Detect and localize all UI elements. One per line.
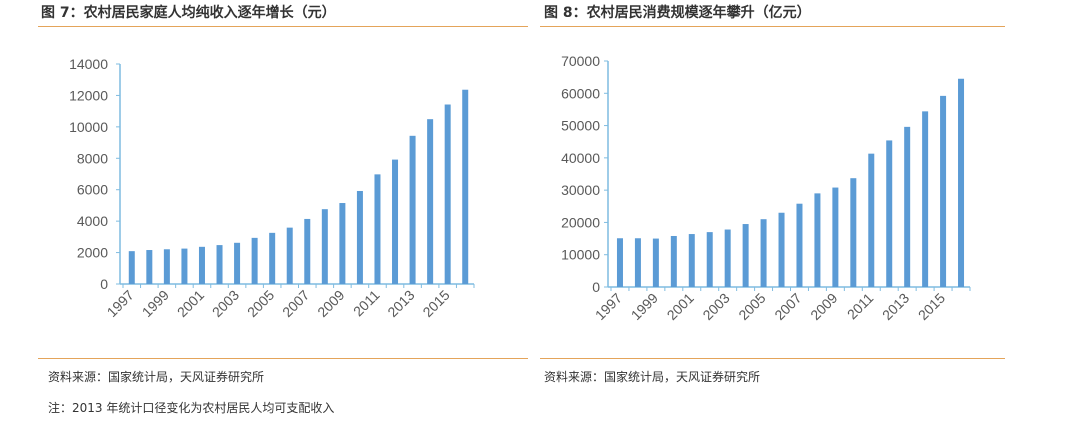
x-tick-label: 1999 <box>628 290 661 323</box>
bar-2008 <box>321 209 328 284</box>
x-tick-label: 2011 <box>844 290 877 323</box>
x-tick-label: 2001 <box>664 290 697 323</box>
source-rule <box>540 358 1005 359</box>
bar-2004 <box>251 237 258 284</box>
bar-2011 <box>868 153 875 287</box>
x-tick-label: 2007 <box>771 290 804 323</box>
bar-2010 <box>356 190 363 284</box>
bar-2008 <box>814 193 821 287</box>
bar-1999 <box>652 238 659 287</box>
x-tick-label: 2003 <box>699 290 732 323</box>
bar-1998 <box>634 238 641 287</box>
bar-1999 <box>163 249 170 284</box>
bar-2013 <box>904 126 911 287</box>
bar-2009 <box>339 203 346 284</box>
chart-title: 图 7：农村居民家庭人均纯收入逐年增长（元） <box>41 5 336 21</box>
bar-2003 <box>234 242 241 284</box>
bar-2007 <box>304 218 311 284</box>
bar-2000 <box>670 235 677 287</box>
source-note: 资料来源：国家统计局，天风证券研究所 <box>544 370 761 384</box>
y-tick-label: 0 <box>100 276 108 292</box>
bar-2011 <box>374 174 381 284</box>
bar-2015 <box>444 104 451 284</box>
x-tick-label: 2009 <box>314 287 347 320</box>
x-tick-label: 2015 <box>915 290 948 323</box>
chart-panel-rural-consumption: 图 8：农村居民消费规模逐年攀升（亿元） 0 10000 20000 30000 400… <box>540 0 1080 425</box>
bar-2016 <box>958 78 965 287</box>
x-tick-label: 2011 <box>350 287 383 320</box>
x-tick-label: 2013 <box>879 290 912 323</box>
bar-1998 <box>146 250 153 284</box>
x-tick-label: 2007 <box>279 287 312 320</box>
x-tick-label: 2013 <box>384 287 417 320</box>
footnote: 注：2013 年统计口径变化为农村居民人均可支配收入 <box>48 401 335 415</box>
bar-2010 <box>850 178 857 287</box>
y-tick-label: 70000 <box>561 53 600 69</box>
x-tick-label: 2009 <box>807 290 840 323</box>
chart-panel-rural-income: 图 7：农村居民家庭人均纯收入逐年增长（元） 0 2000 4000 6000 8000… <box>38 5 528 415</box>
y-tick-label: 14000 <box>69 56 108 72</box>
bar-1997 <box>616 238 623 287</box>
bar-2002 <box>216 245 223 284</box>
bar-2001 <box>198 246 205 284</box>
y-tick-label: 0 <box>592 279 600 295</box>
x-tick-label: 2001 <box>174 287 207 320</box>
bar-2013 <box>409 135 416 284</box>
bar-2012 <box>886 140 893 287</box>
y-tick-label: 2000 <box>77 245 108 261</box>
bar-2000 <box>181 248 188 284</box>
x-tick-label: 1999 <box>139 287 172 320</box>
bar-2003 <box>724 229 731 287</box>
bar-2002 <box>706 232 713 287</box>
chart-title: 图 8：农村居民消费规模逐年攀升（亿元） <box>544 5 811 21</box>
bar-2014 <box>427 119 434 285</box>
x-tick-label: 2003 <box>209 287 242 320</box>
bar-2006 <box>286 227 293 284</box>
bar-1997 <box>128 251 135 284</box>
bar-2009 <box>832 187 839 287</box>
y-tick-label: 6000 <box>77 182 108 198</box>
x-tick-label: 2005 <box>735 290 768 323</box>
bar-2006 <box>778 212 785 287</box>
x-tick-label: 1997 <box>104 287 137 320</box>
bar-2004 <box>742 224 749 287</box>
y-tick-label: 10000 <box>69 119 108 135</box>
y-tick-label: 10000 <box>561 247 600 263</box>
bar-2015 <box>940 95 947 288</box>
bar-2007 <box>796 203 803 287</box>
bar-2012 <box>392 159 399 284</box>
y-tick-label: 20000 <box>561 214 600 230</box>
y-tick-label: 30000 <box>561 182 600 198</box>
source-rule <box>38 358 528 359</box>
x-tick-label: 2005 <box>244 287 277 320</box>
bar-2016 <box>462 89 469 284</box>
y-tick-label: 4000 <box>77 213 108 229</box>
bar-2005 <box>269 232 276 284</box>
y-tick-label: 60000 <box>561 85 600 101</box>
y-tick-label: 8000 <box>77 150 108 166</box>
bar-chart-rural-consumption: 0100002000030000400005000060000700001997… <box>561 53 971 323</box>
title-rule <box>540 26 1005 27</box>
bar-2005 <box>760 219 767 287</box>
y-tick-label: 40000 <box>561 150 600 166</box>
source-note: 资料来源：国家统计局，天风证券研究所 <box>48 370 265 384</box>
bar-2014 <box>922 111 929 287</box>
y-tick-label: 12000 <box>69 87 108 103</box>
bar-2001 <box>688 234 695 287</box>
y-tick-label: 50000 <box>561 118 600 134</box>
bar-chart-rural-income: 0 2000 4000 6000 8000 10000 12000 14000 1997 1999… <box>69 56 475 320</box>
x-tick-label: 2015 <box>419 287 452 320</box>
title-rule <box>38 26 528 27</box>
